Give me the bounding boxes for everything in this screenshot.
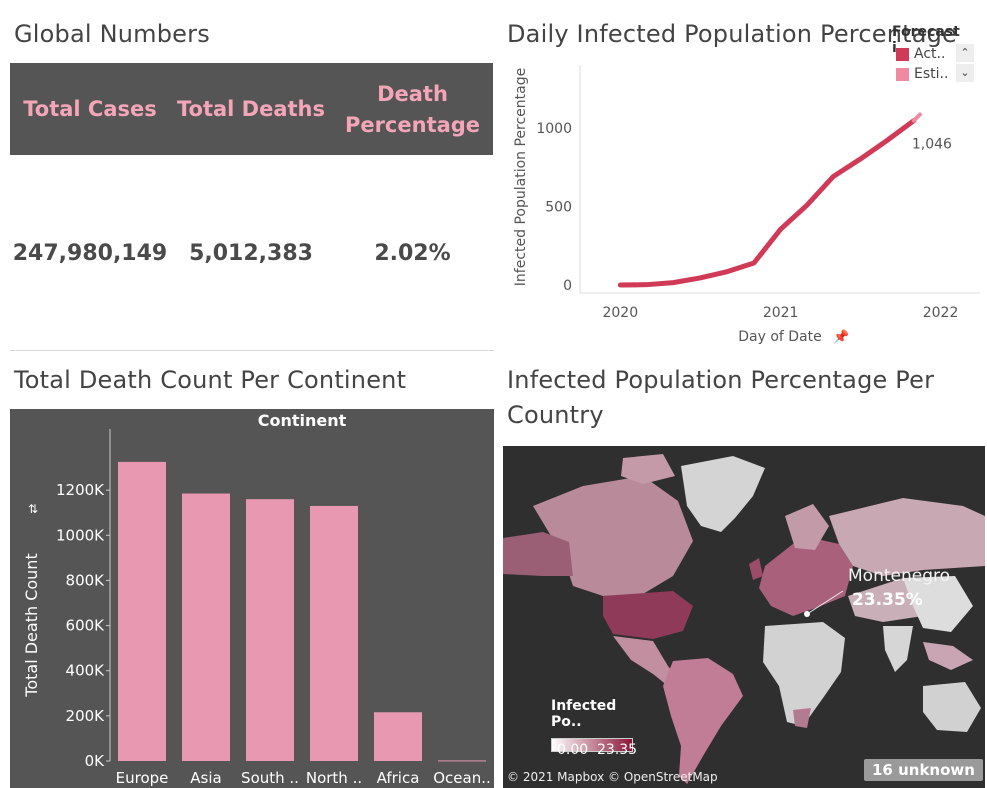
bar-y-tick-label: 1200K <box>56 481 105 499</box>
bar-y-tick-label: 600K <box>66 617 106 635</box>
bar-x-tick-label: Europe <box>116 769 169 787</box>
map-south-america[interactable] <box>663 658 743 784</box>
map-europe[interactable] <box>759 536 853 616</box>
legend-swatch-actual <box>896 47 909 61</box>
section-divider <box>10 350 494 351</box>
map-southeast-asia[interactable] <box>923 642 973 670</box>
world-map[interactable]: Montenegro 23.35% Infected Po.. 0.00 23.… <box>503 446 985 788</box>
line-series-actual[interactable] <box>617 118 917 288</box>
unknown-locations-badge[interactable]: 16 unknown <box>864 759 983 781</box>
map-australia[interactable] <box>923 682 981 732</box>
bar-x-tick-label: Ocean.. <box>433 769 491 787</box>
map-india[interactable] <box>883 626 913 672</box>
map-legend-max: 23.35 <box>597 742 638 758</box>
kpi-header-total-cases[interactable]: Total Cases <box>23 97 157 121</box>
line-x-tick-label: 2022 <box>923 305 959 321</box>
kpi-total-deaths-value[interactable]: 5,012,383 <box>189 241 313 266</box>
global-numbers-title: Global Numbers <box>14 20 210 48</box>
legend-swatch-estimate <box>896 67 909 81</box>
line-x-tick-label: 2020 <box>602 305 638 321</box>
map-canvas[interactable] <box>503 446 985 788</box>
bar-y-tick-label: 200K <box>66 707 106 725</box>
map-color-legend[interactable]: Infected Po.. 0.00 23.35 <box>551 698 651 758</box>
map-annotation-country: Montenegro <box>848 566 951 586</box>
bar-chart-header: Continent <box>258 411 347 430</box>
map-scandinavia[interactable] <box>785 504 829 550</box>
legend-label-actual: Act.. <box>914 46 946 62</box>
map-title-line2: Country <box>507 401 604 429</box>
map-legend-min: 0.00 <box>557 742 589 758</box>
bar-y-tick-label: 400K <box>66 662 106 680</box>
map-montenegro-marker[interactable] <box>804 611 810 617</box>
bar-1[interactable] <box>182 493 230 761</box>
map-legend-title: Infected Po.. <box>551 698 617 730</box>
sort-icon[interactable]: ⇅ <box>28 502 38 516</box>
map-title-line1: Infected Population Percentage Per <box>507 366 935 394</box>
kpi-header: Total Cases Total Deaths Death Percentag… <box>10 63 493 155</box>
line-x-tick-label: 2021 <box>763 305 799 321</box>
map-russia[interactable] <box>829 498 985 576</box>
map-annotation-value: 23.35% <box>852 590 923 610</box>
bar-5[interactable] <box>438 760 486 762</box>
legend-label-estimate: Esti.. <box>914 66 949 82</box>
line-y-tick-label: 500 <box>545 199 572 215</box>
map-copyright[interactable]: © 2021 Mapbox © OpenStreetMap <box>507 770 718 784</box>
line-series-estimate[interactable] <box>911 112 922 123</box>
line-x-axis-title: Day of Date <box>738 329 822 345</box>
bar-x-tick-label: Africa <box>377 769 420 787</box>
kpi-header-percentage[interactable]: Percentage <box>344 113 481 137</box>
map-usa[interactable] <box>603 591 693 639</box>
bar-y-tick-label: 800K <box>66 571 106 589</box>
kpi-header-death[interactable]: Death <box>377 82 448 106</box>
bar-y-axis-title: Total Death Count <box>22 553 41 697</box>
bar-chart-panel: Continent 0K 200K 400K 600K 800K 1000K 1200K Tot… <box>10 409 494 788</box>
line-y-tick-label: 0 <box>563 278 572 294</box>
bar-chart-title: Total Death Count Per Continent <box>14 366 407 394</box>
map-annotation-leader <box>806 590 844 615</box>
bar-x-tick-label: North .. <box>306 769 362 787</box>
map-alaska[interactable] <box>503 532 573 576</box>
map-south-africa[interactable] <box>793 708 811 728</box>
bar-0[interactable] <box>118 461 166 761</box>
map-china[interactable] <box>903 576 973 632</box>
bar-x-tick-label: Asia <box>190 769 221 787</box>
bar-chart[interactable]: Continent 0K 200K 400K 600K 800K 1000K 1200K Tot… <box>10 409 494 788</box>
map-legend-gradient <box>551 738 633 752</box>
legend-item-actual[interactable]: Act.. <box>896 46 945 62</box>
legend-item-estimate[interactable]: Esti.. <box>896 66 948 82</box>
line-y-axis-title: Infected Population Percentage <box>513 68 529 286</box>
map-greenland[interactable] <box>681 456 765 532</box>
bar-y-tick-label: 0K <box>85 752 106 770</box>
bar-4[interactable] <box>374 712 422 761</box>
legend-scroll-down-button[interactable]: ⌄ <box>956 64 974 82</box>
line-chart[interactable]: 0 500 1000 2020 2021 2022 Infected Population … <box>505 55 985 355</box>
bar-3[interactable] <box>310 505 358 761</box>
map-uk[interactable] <box>749 558 763 580</box>
map-arctic-islands[interactable] <box>621 454 675 484</box>
bar-x-tick-label: South .. <box>241 769 299 787</box>
line-chart-title: Daily Infected Population Percentage <box>507 20 958 48</box>
kpi-total-cases-value[interactable]: 247,980,149 <box>12 241 168 266</box>
line-end-label: 1,046 <box>912 137 952 153</box>
map-mexico[interactable] <box>613 636 683 690</box>
kpi-death-percentage-value[interactable]: 2.02% <box>374 241 451 266</box>
legend-scroll-up-button[interactable]: ⌃ <box>956 44 974 62</box>
map-canada[interactable] <box>533 476 693 596</box>
map-africa[interactable] <box>763 622 845 726</box>
line-y-tick-label: 1000 <box>536 121 572 137</box>
kpi-header-total-deaths[interactable]: Total Deaths <box>176 97 325 121</box>
bar-2[interactable] <box>246 499 294 761</box>
bar-y-tick-label: 1000K <box>56 526 105 544</box>
forecast-legend[interactable]: Forecast i.. Act.. Esti.. ⌃ ⌄ <box>890 22 976 84</box>
pin-icon[interactable]: 📌 <box>833 328 849 345</box>
